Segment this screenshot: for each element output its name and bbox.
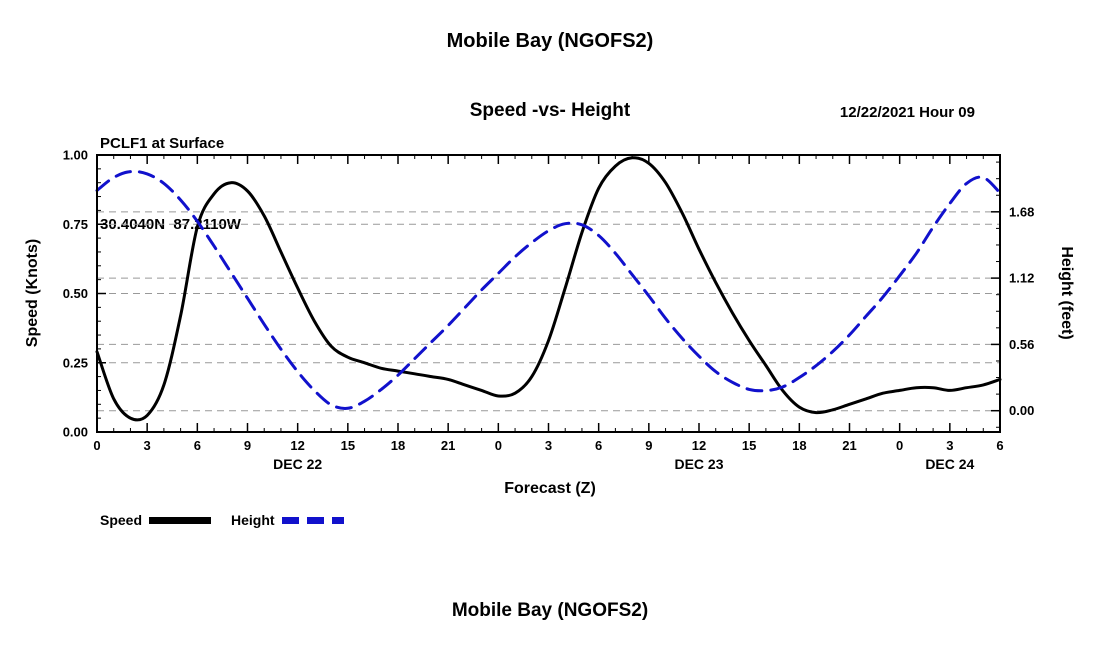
svg-text:9: 9 — [244, 438, 251, 453]
svg-text:3: 3 — [144, 438, 151, 453]
svg-text:0.00: 0.00 — [1009, 403, 1034, 418]
svg-text:21: 21 — [441, 438, 455, 453]
svg-text:6: 6 — [996, 438, 1003, 453]
footer-title: Mobile Bay (NGOFS2) — [451, 600, 649, 621]
svg-text:3: 3 — [946, 438, 953, 453]
svg-text:1.00: 1.00 — [63, 148, 88, 163]
svg-text:18: 18 — [391, 438, 405, 453]
legend-height-line — [281, 516, 344, 524]
chart-title: Mobile Bay (NGOFS2) — [446, 30, 654, 52]
svg-text:0: 0 — [896, 438, 903, 453]
svg-text:0.00: 0.00 — [63, 425, 88, 440]
svg-text:12: 12 — [290, 438, 304, 453]
svg-text:0.50: 0.50 — [63, 286, 88, 301]
svg-text:3: 3 — [545, 438, 552, 453]
svg-text:6: 6 — [595, 438, 602, 453]
svg-text:0: 0 — [495, 438, 502, 453]
legend-height-label: Height — [231, 512, 275, 528]
svg-text:21: 21 — [842, 438, 856, 453]
svg-text:15: 15 — [742, 438, 756, 453]
svg-text:0.25: 0.25 — [63, 355, 88, 370]
svg-text:DEC 24: DEC 24 — [925, 456, 974, 472]
station-name: PCLF1 at Surface — [100, 135, 225, 152]
svg-text:18: 18 — [792, 438, 806, 453]
svg-text:0: 0 — [93, 438, 100, 453]
svg-text:9: 9 — [645, 438, 652, 453]
svg-text:DEC 23: DEC 23 — [674, 456, 723, 472]
svg-text:6: 6 — [194, 438, 201, 453]
svg-text:12: 12 — [692, 438, 706, 453]
svg-text:0.56: 0.56 — [1009, 337, 1034, 352]
forecast-datetime: 12/22/2021 Hour 09 — [839, 104, 975, 121]
svg-text:15: 15 — [341, 438, 355, 453]
svg-text:DEC 22: DEC 22 — [273, 456, 322, 472]
svg-text:1.12: 1.12 — [1009, 271, 1034, 286]
plot-area: 0 3 6 9 12 15 18 21 0 3 6 9 12 15 18 21 0 3 6 0.00 0.25 0.50 0… — [63, 148, 1035, 473]
legend-speed-label: Speed — [100, 512, 143, 528]
chart-subtitle: Speed -vs- Height — [469, 100, 631, 121]
legend-speed-line — [149, 516, 212, 524]
svg-text:0.75: 0.75 — [63, 217, 88, 232]
svg-text:1.68: 1.68 — [1009, 204, 1034, 219]
legend: Speed Height — [100, 512, 344, 528]
x-axis-label: Forecast (Z) — [504, 480, 596, 497]
